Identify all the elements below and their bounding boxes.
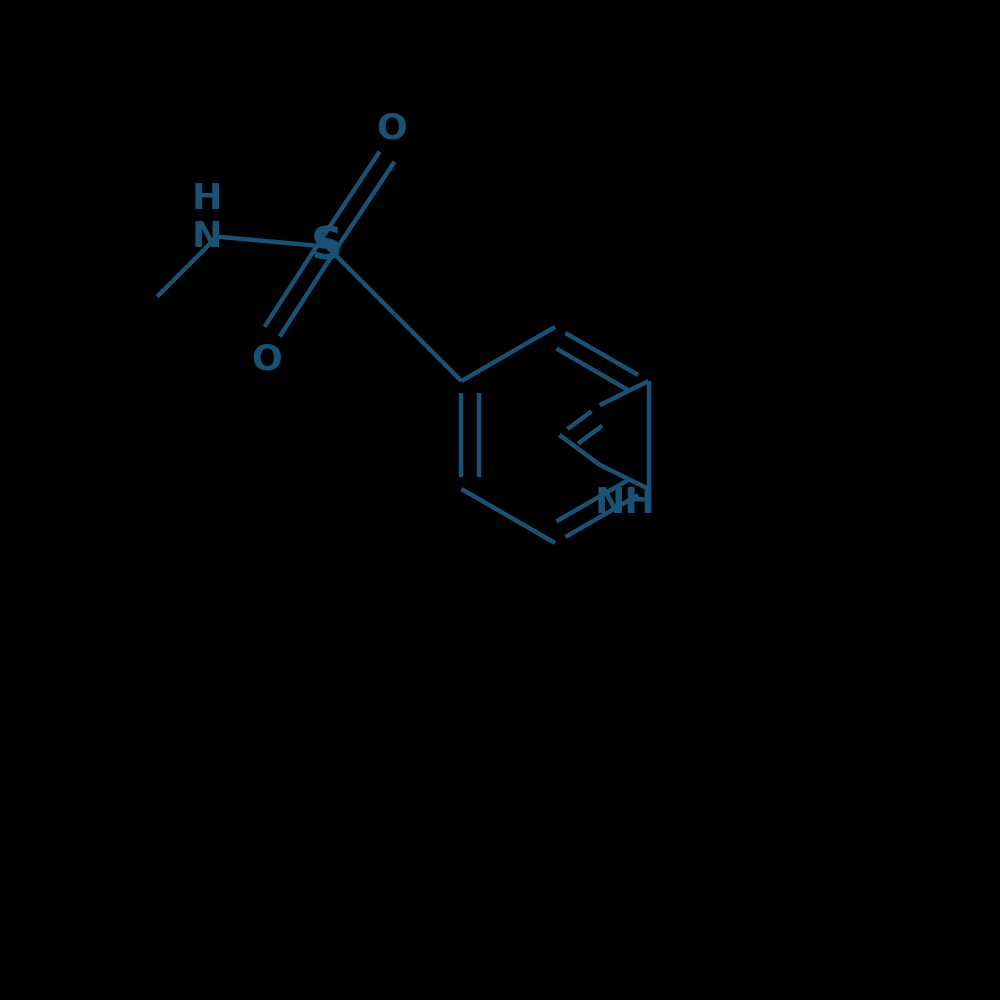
Text: N: N — [192, 220, 222, 254]
Text: NH: NH — [594, 486, 655, 520]
Text: S: S — [311, 225, 343, 268]
Text: H: H — [192, 182, 222, 216]
Text: O: O — [252, 343, 282, 377]
Text: O: O — [377, 112, 407, 146]
